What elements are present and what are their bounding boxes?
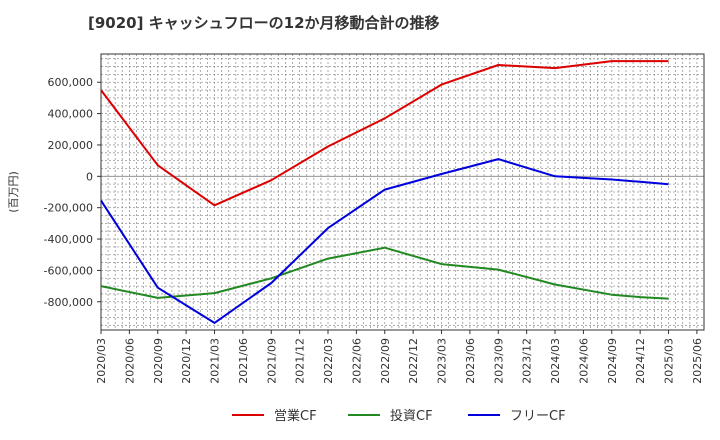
y-tick-label: -600,000 xyxy=(44,264,93,277)
x-tick-label: 2022/12 xyxy=(407,338,420,384)
x-tick-label: 2023/03 xyxy=(436,338,449,384)
x-tick-label: 2024/06 xyxy=(577,338,590,384)
legend-label: 投資CF xyxy=(390,408,433,424)
x-tick-label: 2021/03 xyxy=(209,338,222,384)
x-tick-label: 2022/06 xyxy=(350,338,363,384)
x-tick-label: 2025/06 xyxy=(691,338,704,384)
x-tick-label: 2022/03 xyxy=(322,338,335,384)
y-tick-label: -400,000 xyxy=(44,233,93,246)
legend: 営業CF 投資CF フリーCF xyxy=(232,408,566,424)
y-tick-label: 200,000 xyxy=(48,139,94,152)
x-tick-label: 2024/03 xyxy=(549,338,562,384)
x-tick-label: 2023/12 xyxy=(521,338,534,384)
series-line-投資CF xyxy=(100,246,669,300)
y-tick-label: 600,000 xyxy=(48,76,94,89)
y-tick-label: -800,000 xyxy=(44,296,93,309)
series-lines xyxy=(100,60,669,324)
legend-label: フリーCF xyxy=(510,409,566,424)
plot-frame xyxy=(100,53,705,331)
series-line-営業CF xyxy=(100,60,669,207)
legend-label: 営業CF xyxy=(274,408,317,424)
x-tick-label: 2020/03 xyxy=(95,338,108,384)
x-tick-label: 2021/06 xyxy=(237,338,250,384)
x-tick-label: 2021/12 xyxy=(294,338,307,384)
x-tick-label: 2020/09 xyxy=(152,338,165,384)
y-tick-label: 400,000 xyxy=(48,108,94,121)
y-axis-ticks: 600,000 400,000 200,000 0 -200,000 -400,000 -6… xyxy=(44,76,101,309)
y-tick-label: 0 xyxy=(86,170,93,183)
x-tick-label: 2024/12 xyxy=(634,338,647,384)
x-tick-label: 2020/12 xyxy=(180,338,193,384)
chart-title: [9020] キャッシュフローの12か月移動合計の推移 xyxy=(88,14,440,32)
x-axis-ticks: 2020/03 2020/06 2020/09 2020/12 2021/03 2021/… xyxy=(95,330,704,384)
x-tick-label: 2023/09 xyxy=(492,338,505,384)
x-tick-label: 2025/03 xyxy=(663,338,676,384)
x-tick-label: 2022/09 xyxy=(379,338,392,384)
y-axis-label: (百万円) xyxy=(7,171,20,213)
x-tick-label: 2023/06 xyxy=(464,338,477,384)
series-line-フリーCF xyxy=(100,158,669,324)
x-tick-label: 2021/09 xyxy=(265,338,278,384)
y-tick-label: -200,000 xyxy=(44,202,93,215)
x-tick-label: 2020/06 xyxy=(123,338,136,384)
x-tick-label: 2024/09 xyxy=(606,338,619,384)
